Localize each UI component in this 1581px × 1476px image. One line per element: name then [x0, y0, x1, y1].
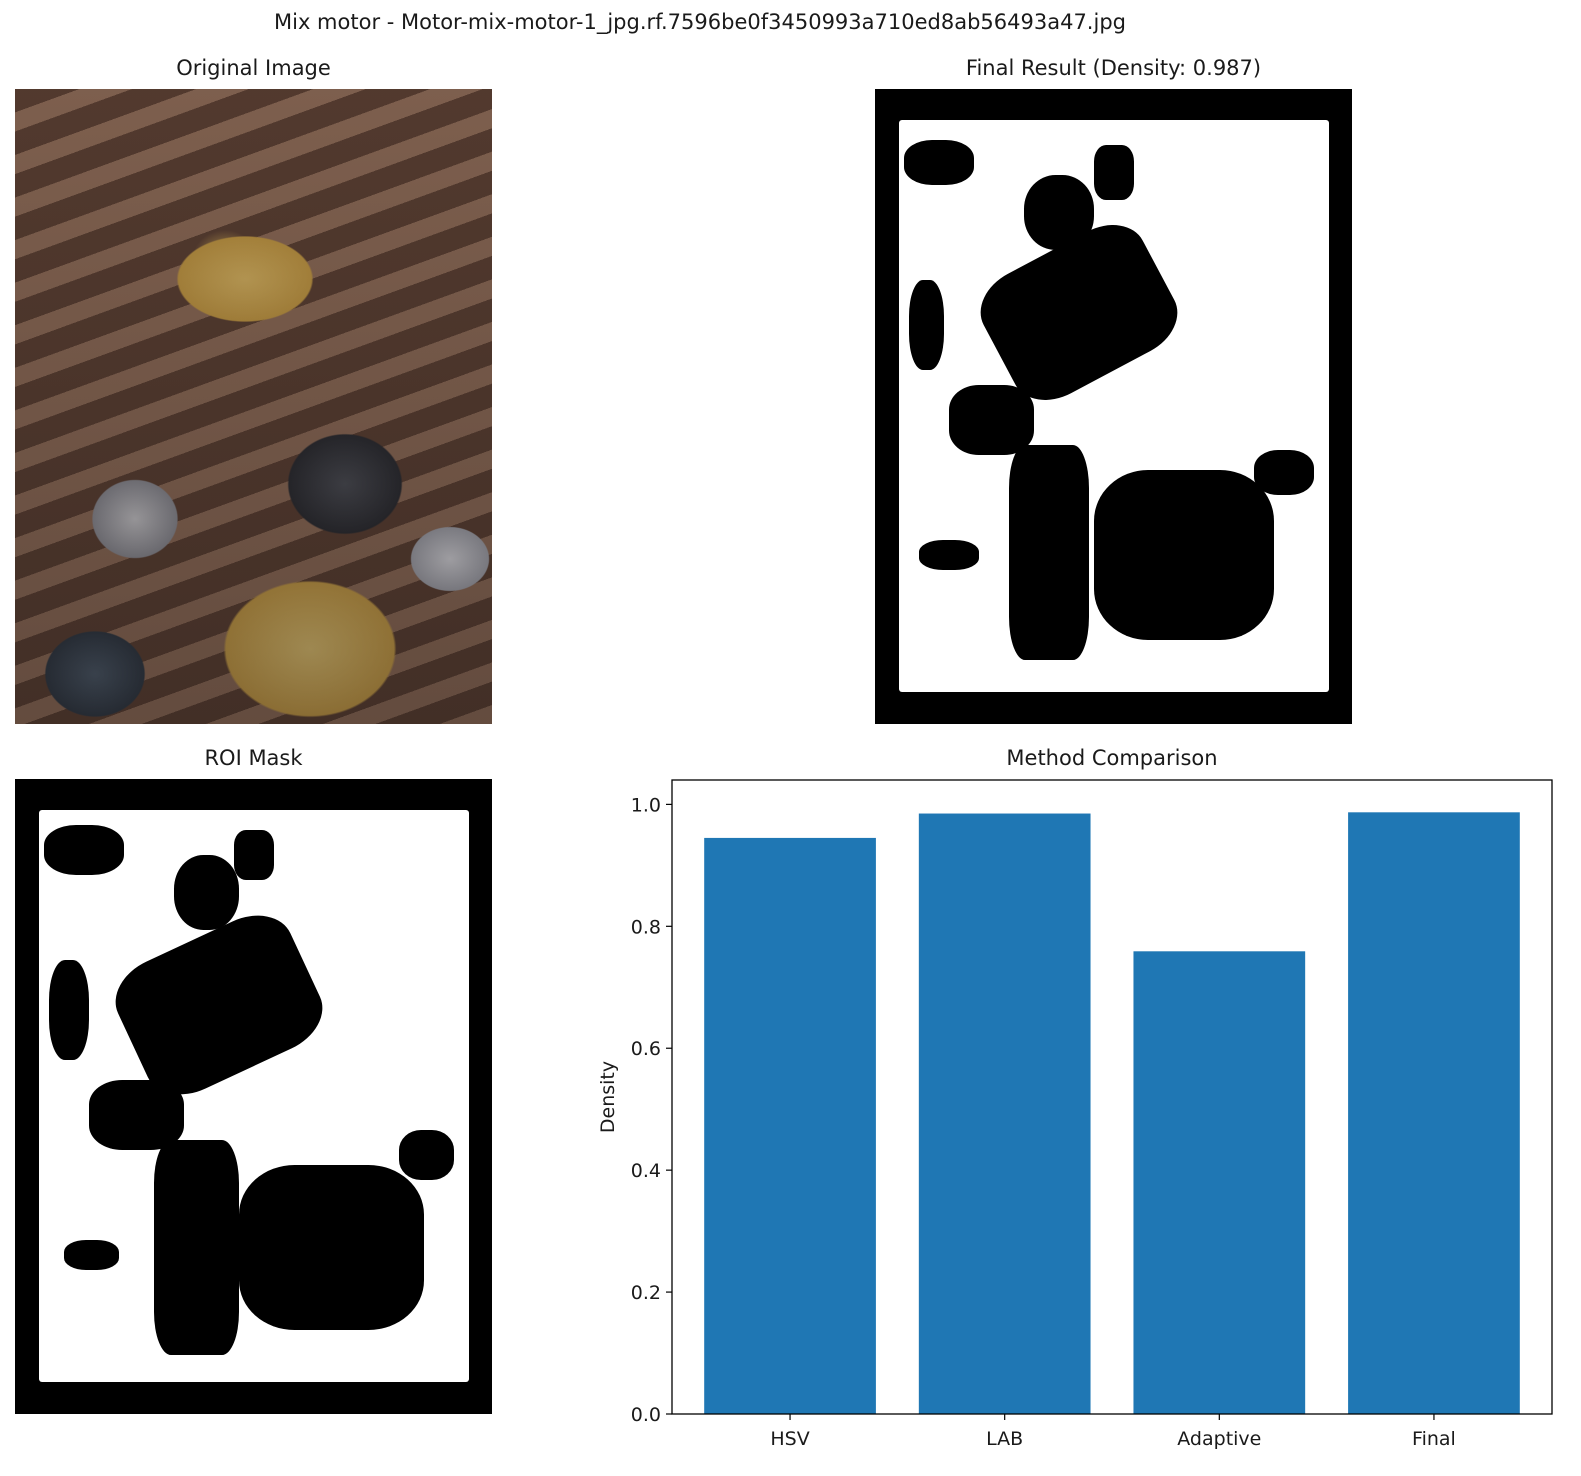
mask-blob — [1009, 445, 1089, 660]
x-tick-label: Adaptive — [1177, 1428, 1261, 1450]
mask-blob — [399, 1130, 454, 1180]
mask-blob — [919, 540, 979, 570]
mask-blob — [1094, 145, 1134, 200]
photo-shade — [15, 89, 492, 724]
final-result-mask — [875, 89, 1352, 724]
mask-blob — [239, 1165, 424, 1330]
y-tick-label: 1.0 — [631, 794, 661, 816]
y-tick-label: 0.8 — [631, 916, 661, 938]
y-axis-label: Density — [597, 1061, 619, 1133]
mask-blob — [89, 1080, 184, 1150]
mask-blob — [949, 385, 1034, 455]
y-tick-label: 0.6 — [631, 1038, 661, 1060]
mask-blob — [154, 1140, 239, 1355]
original-image-title: Original Image — [176, 56, 331, 80]
mask-blob — [64, 1240, 119, 1270]
mask-blob — [44, 825, 124, 875]
mask-blob — [234, 830, 274, 880]
mask-blob — [909, 280, 944, 370]
bar-lab — [918, 813, 1091, 1414]
y-tick-label: 0.0 — [631, 1404, 661, 1426]
mask-foreground — [899, 120, 1329, 692]
mask-blob — [1254, 450, 1314, 495]
bar-final — [1348, 812, 1520, 1414]
x-tick-label: Final — [1412, 1428, 1456, 1450]
roi-mask-title: ROI Mask — [204, 746, 303, 770]
mask-blob — [103, 901, 335, 1109]
comparison-title: Method Comparison — [1006, 746, 1218, 770]
method-comparison-chart: HSV LAB Adaptive Final 0.0 0.2 0.4 0.6 0.8 1.0 Den… — [597, 779, 1553, 1450]
roi-mask — [15, 779, 492, 1414]
bar-adaptive — [1133, 951, 1306, 1414]
mask-blob — [904, 140, 974, 185]
axes-frame — [671, 779, 1553, 1415]
x-tick-label: LAB — [986, 1428, 1023, 1450]
mask-blob — [174, 855, 239, 930]
mask-blob — [49, 960, 89, 1060]
mask-foreground — [39, 810, 469, 1382]
figure-suptitle: Mix motor - Motor-mix-motor-1_jpg.rf.759… — [274, 10, 1126, 34]
mask-blob — [967, 210, 1191, 415]
bar-hsv — [704, 837, 876, 1414]
final-result-title: Final Result (Density: 0.987) — [965, 56, 1262, 80]
mask-blob — [1094, 470, 1274, 640]
original-image — [15, 89, 492, 724]
y-tick-label: 0.2 — [631, 1282, 661, 1304]
y-tick-label: 0.4 — [631, 1160, 661, 1182]
x-tick-label: HSV — [770, 1428, 809, 1450]
